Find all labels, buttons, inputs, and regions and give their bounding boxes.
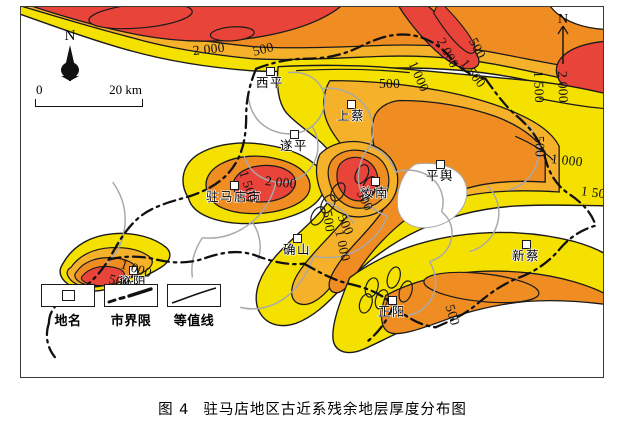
band-2000-zhumadian [232,164,296,203]
city-label: 上蔡 [336,108,365,123]
legend-label-contour-line: 等值线 [173,314,215,329]
band-2000-biyang-core [80,265,126,287]
square-marker-icon [346,100,356,109]
north-arrow-label: N [64,28,76,44]
city-marker[interactable]: 西平 [248,67,292,90]
city-label: 驻马店市 [206,189,263,204]
legend-swatch-place-name [41,284,95,307]
square-marker-icon [229,181,239,190]
city-label: 平舆 [425,168,454,183]
scale-end-label: 20 km [109,82,142,97]
scale-bar: 0 20 km [35,83,143,107]
dash-dot-line-icon [107,287,153,304]
square-marker-icon [435,160,445,169]
city-label: 西平 [255,75,284,90]
square-marker-icon [387,296,397,305]
map-legend: 地名 市界限 等值线 [41,284,221,329]
band-2000-runan-core [336,156,379,202]
city-label: 新蔡 [511,248,540,263]
band-2000-northeast-core [432,7,476,54]
square-marker-icon [61,290,75,301]
square-marker-icon [292,234,302,243]
scale-bar-line [35,99,143,107]
north-arrow-right-label: N [557,12,569,27]
figure-caption-number: 图 4 [158,402,190,418]
city-marker[interactable]: 正阳 [370,296,414,319]
contour-lines-extra [296,68,603,161]
city-marker[interactable]: 驻马店市 [206,181,261,204]
square-marker-icon [265,67,275,76]
thickness-contour-map [21,7,603,359]
contour-line-icon [171,287,217,304]
contour-value-label: 500 [379,76,401,91]
legend-swatch-city-boundary [104,284,158,307]
figure-caption-text: 驻马店地区古近系残余地层厚度分布图 [203,402,467,418]
contour-value-label: 1 500 [531,70,548,104]
city-marker[interactable]: 遂平 [272,130,316,153]
city-marker[interactable]: 新蔡 [504,240,548,263]
north-arrow: N [48,29,92,85]
legend-item-city-boundary: 市界限 [104,284,158,329]
contour-value-label: 2 000 [555,70,572,104]
contour-value-label: 500 [532,135,548,158]
north-arrow-right-icon [557,24,569,64]
square-marker-icon [128,266,138,275]
contour-value-label: 2 000 [264,173,298,192]
legend-label-city-boundary: 市界限 [110,314,152,329]
legend-label-place-name: 地名 [54,314,82,329]
map-frame: N 0 20 km N 西平上蔡遂平驻马店市 汝南 平舆确山 [20,6,604,378]
city-marker[interactable]: 确山 [275,234,319,257]
contour-core-2000-b [209,26,255,42]
low-area-pingyu-white [396,162,468,229]
city-label: 遂平 [279,138,308,153]
legend-item-place-name: 地名 [41,284,95,329]
contour-value-label: 2 000 [192,39,226,58]
contour-core-2000-a [88,7,193,30]
scale-start-label: 0 [36,82,43,97]
north-arrow-icon [61,45,79,81]
low-area-east-white [550,7,603,30]
contour-value-label: 1 000 [550,151,584,170]
city-label: 汝南 [360,185,389,200]
square-marker-icon [370,177,380,186]
city-marker[interactable]: 平舆 [418,160,462,183]
city-marker[interactable]: 上蔡 [329,100,373,123]
figure-caption: 图 4 驻马店地区古近系残余地层厚度分布图 [0,398,625,419]
city-marker[interactable]: 汝南 [353,177,397,200]
legend-swatch-contour-line [167,284,221,307]
legend-item-contour-line: 等值线 [167,284,221,329]
square-marker-icon [289,130,299,139]
square-marker-icon [521,240,531,249]
city-label: 正阳 [377,304,406,319]
north-arrow-right: N [552,13,574,69]
city-label: 确山 [282,242,311,257]
